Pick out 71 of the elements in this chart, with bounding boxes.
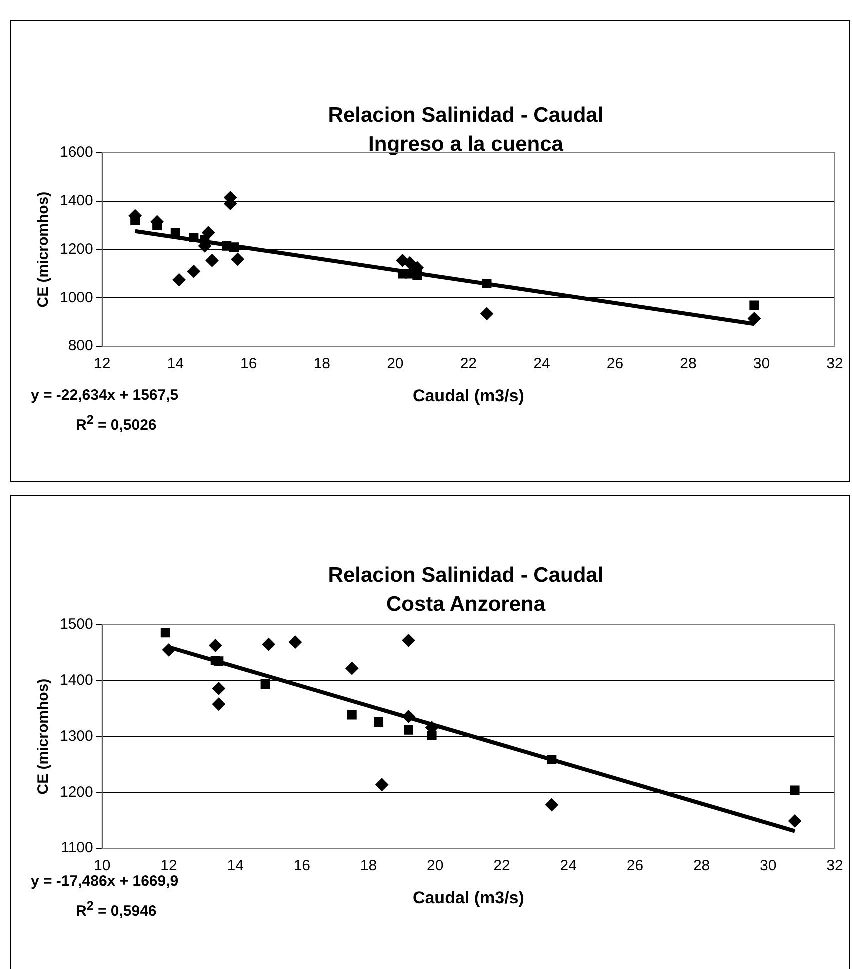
x-tick-label: 28 bbox=[680, 356, 697, 373]
point bbox=[480, 307, 494, 320]
point bbox=[231, 252, 244, 266]
x-tick-label: 18 bbox=[314, 356, 330, 373]
chart-title: Relacion Salinidad - Caudal bbox=[328, 104, 604, 127]
text: R$^{2}$ = 0,5946 bbox=[76, 899, 157, 920]
chart-subtitle: Costa Anzorena bbox=[386, 593, 546, 616]
point bbox=[427, 730, 437, 740]
y-tick-label: 1000 bbox=[60, 289, 94, 306]
y-tick-label: 1100 bbox=[61, 840, 94, 857]
point bbox=[748, 312, 761, 326]
point bbox=[160, 628, 170, 638]
chart-subtitle: Ingreso a la cuenca bbox=[368, 133, 564, 156]
x-axis-title: Caudal (m3/s) bbox=[412, 888, 524, 908]
x-tick-label: 20 bbox=[427, 858, 444, 875]
point bbox=[374, 718, 384, 728]
x-tick-label: 14 bbox=[167, 356, 184, 373]
x-tick-label: 32 bbox=[826, 858, 844, 875]
y-axis-title: CE (micromhos) bbox=[35, 678, 52, 795]
point bbox=[347, 710, 357, 720]
point bbox=[404, 256, 417, 270]
x-tick-label: 12 bbox=[160, 858, 178, 875]
x-tick-label: 26 bbox=[606, 356, 624, 373]
y-tick-label: 1300 bbox=[60, 728, 94, 745]
y-tick-label: 1400 bbox=[60, 192, 94, 210]
y-tick-label: 1500 bbox=[60, 616, 94, 634]
point bbox=[289, 636, 302, 649]
point bbox=[130, 216, 140, 226]
point bbox=[212, 698, 226, 711]
y-tick-label: 1600 bbox=[60, 144, 94, 162]
text: R$^{2}$ = 0,5026 bbox=[76, 413, 157, 434]
y-tick-label: 800 bbox=[68, 338, 94, 355]
x-tick-label: 24 bbox=[534, 356, 550, 373]
point bbox=[402, 634, 416, 648]
x-tick-label: 14 bbox=[227, 858, 244, 875]
x-axis-title: Caudal (m3/s) bbox=[412, 386, 524, 406]
x-tick-label: 10 bbox=[94, 858, 111, 875]
point bbox=[260, 680, 270, 689]
point bbox=[376, 778, 389, 792]
x-tick-label: 16 bbox=[240, 356, 258, 373]
text: y = -17,486x + 1669,9 bbox=[31, 873, 179, 890]
point bbox=[172, 274, 186, 287]
x-tick-label: 20 bbox=[387, 356, 404, 373]
x-tick-label: 18 bbox=[360, 858, 378, 875]
x-tick-label: 12 bbox=[94, 356, 111, 373]
x-tick-label: 30 bbox=[760, 858, 777, 875]
text: y = -22,634x + 1567,5 bbox=[31, 387, 179, 404]
point bbox=[187, 265, 200, 278]
point bbox=[346, 662, 359, 676]
x-tick-label: 22 bbox=[460, 356, 478, 373]
x-tick-label: 28 bbox=[693, 858, 710, 875]
y-axis-title: CE (micromhos) bbox=[35, 192, 52, 308]
x-tick-label: 32 bbox=[826, 356, 844, 373]
point bbox=[209, 639, 222, 652]
chart-title: Relacion Salinidad - Caudal bbox=[328, 564, 604, 587]
x-tick-label: 24 bbox=[560, 858, 577, 875]
point bbox=[788, 814, 802, 828]
y-tick-label: 1400 bbox=[60, 672, 94, 690]
x-tick-label: 16 bbox=[294, 858, 311, 875]
point bbox=[404, 725, 414, 735]
point bbox=[545, 798, 558, 812]
y-tick-label: 1200 bbox=[60, 240, 94, 258]
point bbox=[262, 638, 276, 652]
point bbox=[750, 300, 760, 310]
y-tick-label: 1200 bbox=[60, 784, 94, 801]
x-tick-label: 30 bbox=[753, 356, 770, 373]
point bbox=[212, 682, 226, 696]
x-tick-label: 26 bbox=[626, 858, 644, 875]
point bbox=[790, 786, 800, 796]
point bbox=[206, 254, 219, 268]
x-tick-label: 22 bbox=[494, 858, 510, 875]
